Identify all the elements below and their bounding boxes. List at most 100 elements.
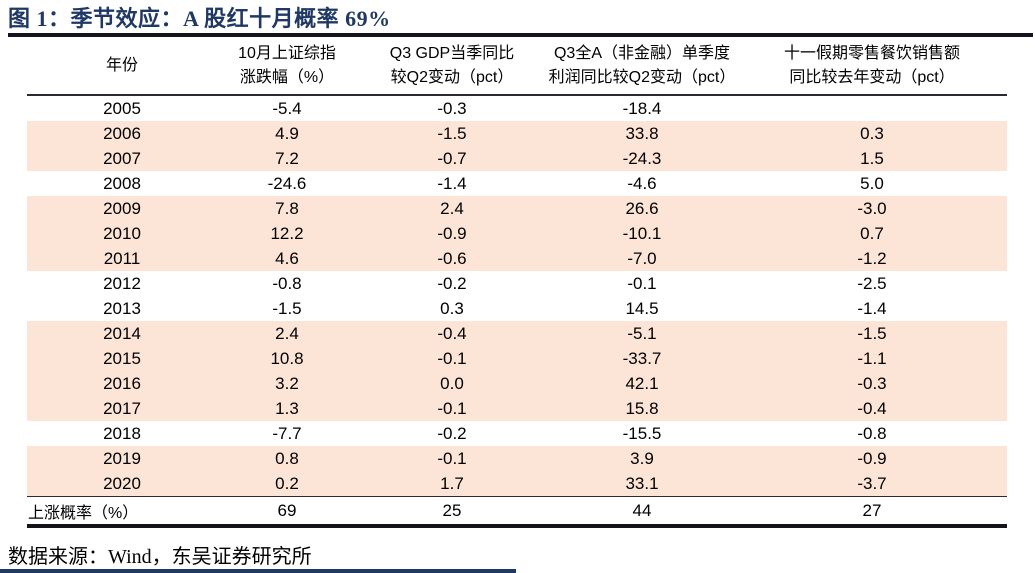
value-cell: -1.5 bbox=[857, 323, 887, 343]
value-cell: -33.7 bbox=[622, 348, 662, 368]
column-header-q3-gdp-change: Q3 GDP当季同比 较Q2变动（pct） bbox=[357, 37, 547, 96]
column-header-year: 年份 bbox=[27, 37, 217, 96]
year-cell: 2016 bbox=[103, 373, 141, 393]
table-row: 2015 10.8 -0.1 -33.7 -1.1 bbox=[27, 346, 1007, 371]
summary-value: 44 bbox=[547, 496, 737, 528]
column-header-line: 同比较去年变动（pct） bbox=[789, 68, 955, 86]
column-header-line: 涨跌幅（%） bbox=[239, 68, 335, 86]
value-cell: 33.1 bbox=[547, 471, 737, 497]
value-cell: 42.1 bbox=[625, 373, 659, 393]
table-header: 年份 10月上证综指 涨跌幅（%） Q3 GDP当季同比 较Q2变动（pct） … bbox=[27, 37, 1007, 96]
table-row: 2009 7.8 2.4 26.6 -3.0 bbox=[27, 196, 1007, 221]
value-cell: -0.4 bbox=[857, 398, 887, 418]
value-cell: -18.4 bbox=[622, 98, 662, 118]
value-cell: -0.2 bbox=[437, 273, 467, 293]
year-cell: 2017 bbox=[103, 398, 141, 418]
title-divider bbox=[8, 33, 1033, 37]
summary-value: 69 bbox=[217, 496, 357, 528]
table-row: 2016 3.2 0.0 42.1 -0.3 bbox=[27, 371, 1007, 396]
value-cell bbox=[737, 95, 1007, 121]
year-cell: 2010 bbox=[103, 223, 141, 243]
value-cell: -7.0 bbox=[627, 248, 657, 268]
value-cell: -0.3 bbox=[857, 373, 887, 393]
value-cell: -1.2 bbox=[857, 248, 887, 268]
value-cell: 4.9 bbox=[275, 123, 299, 143]
year-cell: 2019 bbox=[103, 448, 141, 468]
value-cell: -7.7 bbox=[272, 423, 302, 443]
summary-row: 上涨概率（%） 69 25 44 27 bbox=[27, 496, 1007, 528]
column-header-line: 10月上证综指 bbox=[238, 45, 336, 63]
value-cell: 1.5 bbox=[860, 148, 884, 168]
value-cell: -1.1 bbox=[857, 348, 887, 368]
value-cell: -0.8 bbox=[272, 273, 302, 293]
source-note: 数据来源：Wind，东吴证券研究所 bbox=[8, 546, 312, 568]
value-cell: -1.4 bbox=[437, 173, 467, 193]
column-header-line: 利润同比较Q2变动（pct） bbox=[548, 68, 736, 86]
value-cell: 26.6 bbox=[625, 198, 659, 218]
value-cell: -2.5 bbox=[857, 273, 887, 293]
value-cell: 12.2 bbox=[270, 223, 304, 243]
value-cell: -3.7 bbox=[737, 471, 1007, 497]
value-cell: -24.6 bbox=[267, 173, 307, 193]
column-header-line: 年份 bbox=[105, 56, 138, 74]
year-cell: 2018 bbox=[103, 423, 141, 443]
table-row: 2013 -1.5 0.3 14.5 -1.4 bbox=[27, 296, 1007, 321]
year-cell: 2013 bbox=[103, 298, 141, 318]
value-cell: -0.3 bbox=[437, 98, 467, 118]
value-cell: 2.4 bbox=[275, 323, 299, 343]
year-cell: 2006 bbox=[103, 123, 141, 143]
value-cell: -0.8 bbox=[857, 423, 887, 443]
summary-value: 25 bbox=[357, 496, 547, 528]
column-header-october-sse-change: 10月上证综指 涨跌幅（%） bbox=[217, 37, 357, 96]
year-cell: 2020 bbox=[27, 471, 217, 497]
value-cell: -0.7 bbox=[437, 148, 467, 168]
column-header-line: Q3 GDP当季同比 bbox=[389, 45, 515, 63]
value-cell: 15.8 bbox=[625, 398, 659, 418]
table-row: 2011 4.6 -0.6 -7.0 -1.2 bbox=[27, 246, 1007, 271]
bottom-divider bbox=[0, 569, 516, 573]
value-cell: -5.1 bbox=[627, 323, 657, 343]
value-cell: 0.3 bbox=[440, 298, 464, 318]
value-cell: 7.2 bbox=[275, 148, 299, 168]
value-cell: -3.0 bbox=[857, 198, 887, 218]
value-cell: 0.3 bbox=[860, 123, 884, 143]
table-row: 2010 12.2 -0.9 -10.1 0.7 bbox=[27, 221, 1007, 246]
seasonal-effect-table: 年份 10月上证综指 涨跌幅（%） Q3 GDP当季同比 较Q2变动（pct） … bbox=[27, 37, 1007, 528]
value-cell: 0.8 bbox=[275, 448, 299, 468]
value-cell: 7.8 bbox=[275, 198, 299, 218]
column-header-line: 较Q2变动（pct） bbox=[390, 68, 514, 86]
value-cell: 3.2 bbox=[275, 373, 299, 393]
value-cell: -0.4 bbox=[437, 323, 467, 343]
table-row: 2020 0.2 1.7 33.1 -3.7 bbox=[27, 471, 1007, 497]
value-cell: -0.9 bbox=[857, 448, 887, 468]
value-cell: -10.1 bbox=[622, 223, 662, 243]
value-cell: -0.1 bbox=[627, 273, 657, 293]
year-cell: 2014 bbox=[103, 323, 141, 343]
value-cell: 0.7 bbox=[860, 223, 884, 243]
year-cell: 2015 bbox=[103, 348, 141, 368]
value-cell: -0.1 bbox=[437, 398, 467, 418]
year-cell: 2011 bbox=[103, 248, 141, 268]
year-cell: 2007 bbox=[103, 148, 141, 168]
header-row: 年份 10月上证综指 涨跌幅（%） Q3 GDP当季同比 较Q2变动（pct） … bbox=[27, 37, 1007, 96]
column-header-line: 十一假期零售餐饮销售额 bbox=[783, 45, 960, 63]
value-cell: -24.3 bbox=[622, 148, 662, 168]
value-cell: 1.3 bbox=[275, 398, 299, 418]
summary-value: 27 bbox=[737, 496, 1007, 528]
value-cell: -0.9 bbox=[437, 223, 467, 243]
year-cell: 2008 bbox=[103, 173, 141, 193]
table-row: 2018 -7.7 -0.2 -15.5 -0.8 bbox=[27, 421, 1007, 446]
table-row: 2007 7.2 -0.7 -24.3 1.5 bbox=[27, 146, 1007, 171]
value-cell: 10.8 bbox=[270, 348, 304, 368]
year-cell: 2005 bbox=[103, 98, 141, 118]
value-cell: -5.4 bbox=[272, 98, 302, 118]
figure-title: 图 1：季节效应：A 股红十月概率 69% bbox=[8, 6, 391, 31]
table-row: 2019 0.8 -0.1 3.9 -0.9 bbox=[27, 446, 1007, 471]
value-cell: 3.9 bbox=[630, 448, 654, 468]
value-cell: 4.6 bbox=[275, 248, 299, 268]
value-cell: 1.7 bbox=[357, 471, 547, 497]
value-cell: -0.2 bbox=[437, 423, 467, 443]
table-footer: 上涨概率（%） 69 25 44 27 bbox=[27, 496, 1007, 528]
value-cell: -0.1 bbox=[437, 348, 467, 368]
value-cell: -15.5 bbox=[622, 423, 662, 443]
